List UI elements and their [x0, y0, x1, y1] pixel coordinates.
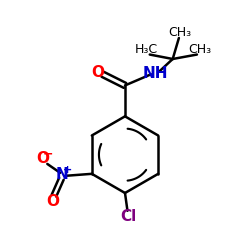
Text: −: − [43, 147, 54, 160]
Text: N: N [56, 167, 68, 182]
Text: O: O [91, 65, 104, 80]
Text: O: O [47, 194, 60, 209]
Text: O: O [36, 151, 49, 166]
Text: +: + [63, 165, 72, 175]
Text: H₃C: H₃C [135, 42, 158, 56]
Text: CH₃: CH₃ [188, 42, 212, 56]
Text: CH₃: CH₃ [168, 26, 192, 39]
Text: Cl: Cl [120, 209, 137, 224]
Text: NH: NH [143, 66, 168, 81]
